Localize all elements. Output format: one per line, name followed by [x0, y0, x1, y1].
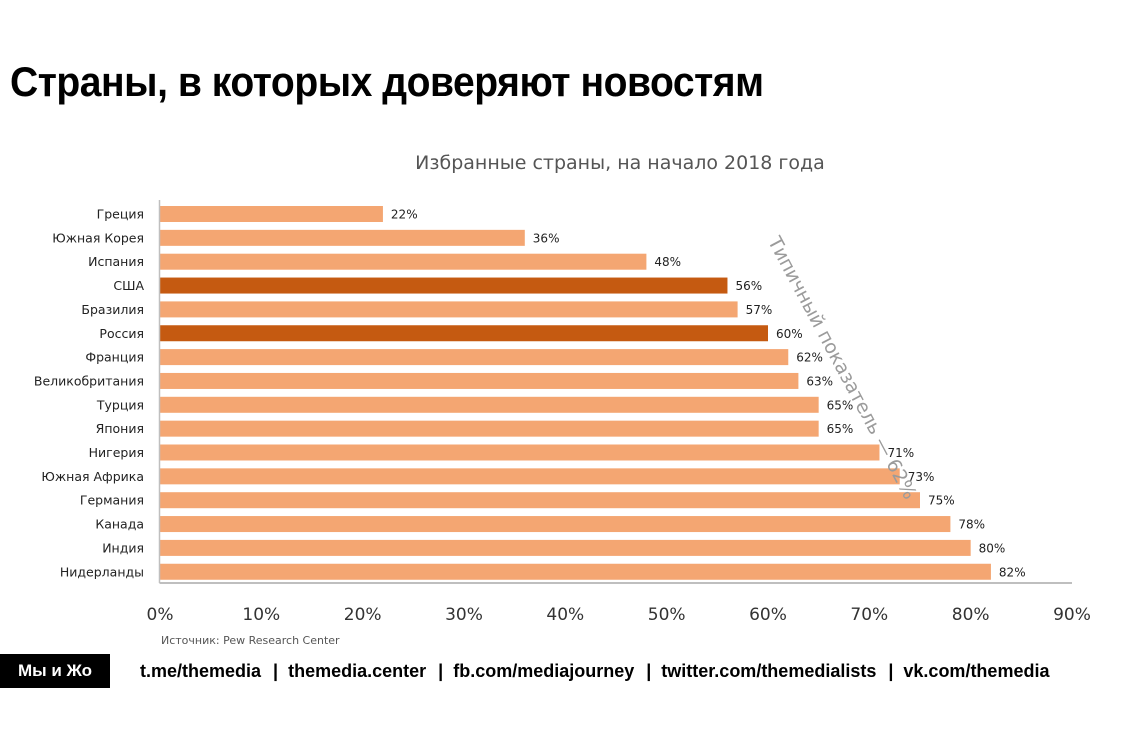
value-label-14: 80%	[979, 541, 1006, 555]
link-separator: |	[273, 661, 279, 681]
value-label-15: 82%	[999, 565, 1026, 579]
x-tick-label-2: 20%	[344, 605, 382, 625]
x-axis: 0% 10% 20% 30% 40% 50% 60% 70% 80% 90%	[147, 200, 1091, 625]
bar-0	[160, 206, 383, 222]
x-tick-label-0: 0%	[147, 605, 174, 625]
value-label-4: 57%	[746, 303, 773, 317]
link-separator: |	[646, 661, 652, 681]
bar-7	[160, 372, 799, 389]
footer-link-0[interactable]: t.me/themedia	[140, 661, 262, 681]
category-label-15: Нидерланды	[60, 564, 144, 579]
page-title: Страны, в которых доверяют новостям	[10, 58, 764, 105]
category-label-7: Великобритания	[34, 373, 144, 388]
link-separator: |	[438, 661, 444, 681]
bar-chart: Греция Южная Корея Испания США Бразилия Росси…	[34, 200, 1091, 625]
category-label-3: США	[113, 278, 144, 293]
bar-6	[160, 349, 789, 366]
footer-link-3[interactable]: twitter.com/themedialists	[661, 661, 877, 681]
footer-links: t.me/themedia | themedia.center | fb.com/med…	[140, 654, 1049, 688]
category-label-1: Южная Корея	[52, 230, 144, 245]
bar-8	[160, 396, 819, 413]
value-label-5: 60%	[776, 327, 803, 341]
category-label-8: Турция	[96, 397, 144, 412]
value-label-10: 71%	[887, 446, 914, 460]
value-label-9: 65%	[827, 422, 854, 436]
bar-3	[160, 277, 728, 294]
category-label-13: Канада	[95, 517, 144, 532]
category-label-9: Япония	[96, 421, 144, 436]
footer: Мы и Жо t.me/themedia | themedia.center | fb…	[0, 654, 1134, 688]
category-label-12: Германия	[80, 493, 144, 508]
value-label-12: 75%	[928, 494, 955, 508]
bar-12	[160, 492, 920, 509]
link-separator: |	[888, 661, 894, 681]
value-label-13: 78%	[958, 518, 985, 532]
value-label-1: 36%	[533, 231, 560, 245]
x-tick-label-5: 50%	[648, 605, 686, 625]
category-label-2: Испания	[88, 254, 144, 269]
category-label-0: Греция	[97, 207, 144, 222]
brand-logo: Мы и Жо	[0, 654, 110, 688]
bar-4	[160, 301, 738, 318]
value-label-8: 65%	[827, 398, 854, 412]
bar-9	[160, 420, 819, 437]
value-label-7: 63%	[806, 374, 833, 388]
bar-14	[160, 539, 971, 556]
value-label-3: 56%	[735, 279, 762, 293]
source-note: Источник: Pew Research Center	[161, 634, 340, 647]
x-tick-label-6: 60%	[749, 605, 787, 625]
bar-2	[160, 253, 647, 270]
x-tick-label-9: 90%	[1053, 605, 1091, 625]
category-label-5: Россия	[99, 326, 144, 341]
value-label-2: 48%	[654, 255, 681, 269]
value-label-6: 62%	[796, 351, 823, 365]
category-label-11: Южная Африка	[41, 469, 144, 484]
x-tick-label-7: 70%	[850, 605, 888, 625]
category-label-14: Индия	[102, 540, 144, 555]
chart-subtitle: Избранные страны, на начало 2018 года	[415, 152, 825, 174]
x-tick-label-8: 80%	[952, 605, 990, 625]
category-labels: Греция Южная Корея Испания США Бразилия Росси…	[34, 207, 145, 580]
value-labels: 22% 36% 48% 56% 57%60% 62% 63% 65% 65% 71% 73% 75%7…	[391, 208, 1026, 580]
x-tick-label-4: 40%	[546, 605, 584, 625]
bar-1	[160, 229, 525, 246]
bars-layer	[160, 206, 991, 580]
footer-link-1[interactable]: themedia.center	[288, 661, 427, 681]
category-label-6: Франция	[85, 350, 144, 365]
value-label-0: 22%	[391, 208, 418, 222]
category-label-4: Бразилия	[81, 302, 144, 317]
bar-11	[160, 468, 900, 485]
bar-10	[160, 444, 880, 461]
bar-5	[160, 325, 768, 342]
footer-link-4[interactable]: vk.com/themedia	[903, 661, 1050, 681]
x-tick-label-3: 30%	[445, 605, 483, 625]
bar-13	[160, 516, 951, 533]
x-tick-label-1: 10%	[242, 605, 280, 625]
bar-15	[160, 563, 991, 580]
category-label-10: Нигерия	[89, 445, 144, 460]
value-label-11: 73%	[908, 470, 935, 484]
footer-link-2[interactable]: fb.com/mediajourney	[453, 661, 635, 681]
